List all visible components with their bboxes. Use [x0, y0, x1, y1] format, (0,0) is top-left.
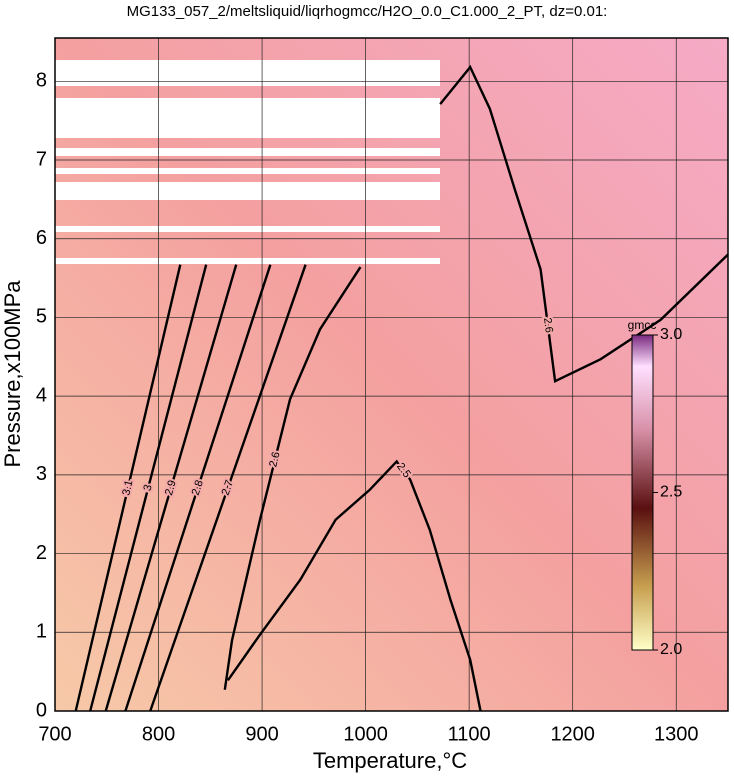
- contour-line: [124, 264, 272, 712]
- y-tick-label: 7: [36, 148, 47, 170]
- contour-label: 2.6: [541, 317, 555, 334]
- x-axis-label: Temperature,°C: [313, 748, 467, 773]
- contour-line: [89, 264, 208, 712]
- colorbar-tick-label: 2.5: [660, 484, 682, 501]
- colorbar-tick-label: 2.0: [660, 641, 682, 658]
- x-tick-label: 1100: [448, 723, 491, 745]
- colorbar-label: gmcc: [628, 318, 657, 332]
- x-tick-label: 900: [245, 723, 278, 745]
- colorbar: [631, 334, 654, 651]
- plot-background: [55, 38, 728, 711]
- contour-line: [223, 266, 362, 690]
- x-tick-label: 1000: [343, 723, 388, 745]
- chart-title: MG133_057_2/meltsliquid/liqrhogmcc/H2O_0…: [127, 3, 608, 20]
- y-tick-label: 3: [36, 463, 47, 485]
- y-tick-label: 6: [36, 227, 47, 249]
- contour-line: [226, 459, 482, 712]
- contour-line: [439, 64, 729, 383]
- plot-frame: [54, 37, 729, 712]
- contour-line: [74, 264, 182, 712]
- contour-line: [104, 264, 238, 712]
- y-tick-label: 1: [36, 621, 47, 643]
- y-tick-label: 8: [36, 70, 47, 92]
- y-tick-label: 4: [36, 384, 47, 406]
- x-tick-label: 800: [142, 723, 175, 745]
- contour-label: 3.1: [120, 479, 135, 497]
- x-tick-label: 700: [38, 723, 71, 745]
- contour-line: [149, 264, 307, 712]
- y-tick-label: 2: [36, 542, 47, 564]
- y-tick-label: 5: [36, 306, 47, 328]
- y-axis-label: Pressure,x100MPa: [0, 280, 25, 468]
- x-tick-label: 1200: [550, 723, 595, 745]
- y-tick-label: 0: [36, 699, 47, 721]
- x-tick-label: 1300: [654, 723, 699, 745]
- masked-region: [55, 60, 440, 264]
- colorbar-tick-label: 3.0: [660, 326, 682, 343]
